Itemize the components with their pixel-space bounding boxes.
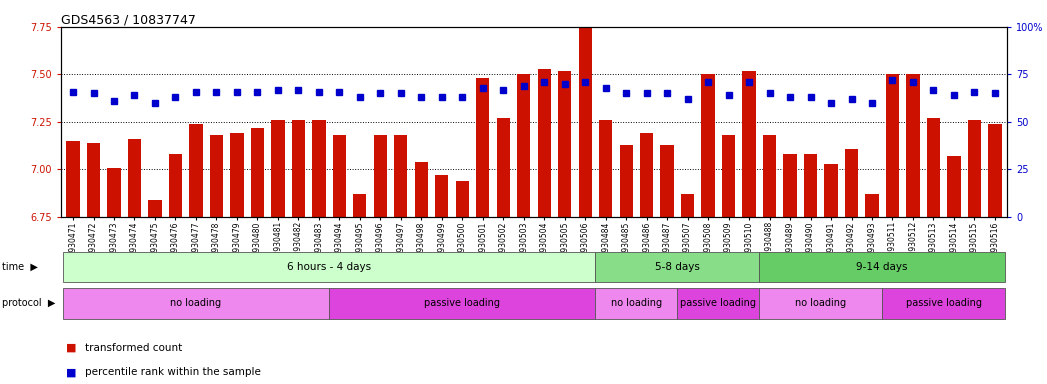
Bar: [517, 74, 531, 217]
Text: transformed count: transformed count: [85, 343, 182, 353]
Bar: [865, 194, 878, 217]
Text: no loading: no loading: [171, 298, 222, 308]
Text: ■: ■: [66, 367, 76, 377]
Bar: [394, 135, 407, 217]
Bar: [353, 194, 366, 217]
Bar: [907, 74, 919, 217]
Bar: [620, 145, 632, 217]
Bar: [66, 141, 80, 217]
Bar: [333, 135, 346, 217]
Bar: [292, 120, 305, 217]
Bar: [436, 175, 448, 217]
Text: time  ▶: time ▶: [2, 262, 38, 272]
Bar: [496, 118, 510, 217]
Bar: [149, 200, 161, 217]
Bar: [763, 135, 776, 217]
Bar: [108, 167, 120, 217]
Bar: [558, 71, 572, 217]
Bar: [128, 139, 141, 217]
Bar: [967, 120, 981, 217]
Bar: [312, 120, 326, 217]
Text: no loading: no loading: [796, 298, 846, 308]
Text: protocol  ▶: protocol ▶: [2, 298, 55, 308]
Bar: [804, 154, 818, 217]
Text: 5-8 days: 5-8 days: [655, 262, 699, 272]
Bar: [599, 120, 612, 217]
Bar: [579, 2, 592, 217]
Bar: [927, 118, 940, 217]
Bar: [190, 124, 203, 217]
Bar: [661, 145, 674, 217]
Bar: [209, 135, 223, 217]
Text: percentile rank within the sample: percentile rank within the sample: [85, 367, 261, 377]
Bar: [783, 154, 797, 217]
Bar: [169, 154, 182, 217]
Bar: [476, 78, 489, 217]
Bar: [455, 181, 469, 217]
Text: ■: ■: [66, 343, 76, 353]
Bar: [640, 133, 653, 217]
Bar: [824, 164, 838, 217]
Bar: [271, 120, 285, 217]
Bar: [374, 135, 387, 217]
Text: GDS4563 / 10837747: GDS4563 / 10837747: [61, 13, 196, 26]
Text: passive loading: passive loading: [424, 298, 500, 308]
Bar: [87, 143, 101, 217]
Text: passive loading: passive loading: [681, 298, 756, 308]
Bar: [250, 127, 264, 217]
Bar: [537, 69, 551, 217]
Text: 6 hours - 4 days: 6 hours - 4 days: [287, 262, 372, 272]
Bar: [948, 156, 960, 217]
Bar: [742, 71, 756, 217]
Bar: [701, 74, 715, 217]
Bar: [886, 74, 899, 217]
Text: passive loading: passive loading: [906, 298, 982, 308]
Bar: [415, 162, 428, 217]
Bar: [722, 135, 735, 217]
Bar: [230, 133, 244, 217]
Bar: [845, 149, 859, 217]
Text: 9-14 days: 9-14 days: [856, 262, 908, 272]
Bar: [988, 124, 1002, 217]
Text: no loading: no loading: [610, 298, 662, 308]
Bar: [681, 194, 694, 217]
